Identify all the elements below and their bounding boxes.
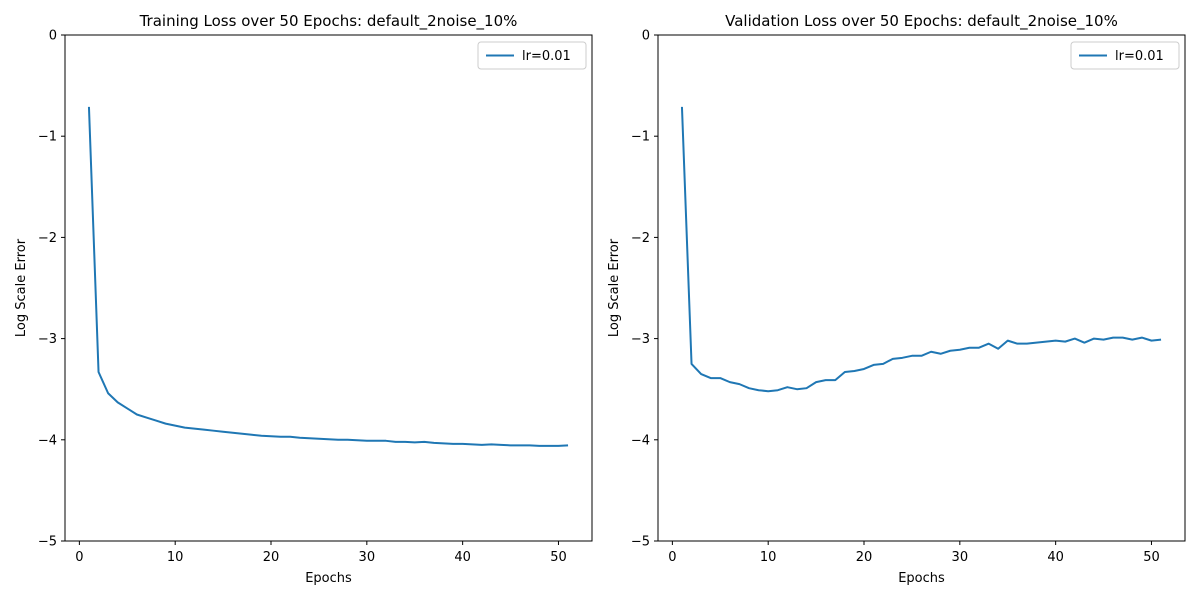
y-tick-label: −2 [38, 231, 57, 246]
chart-panel-2: 0 10 20 30 40 50 0 −1 −2 −3 −4 −5 Validation Loss ov… [607, 12, 1186, 586]
legend: lr=0.01 [1070, 41, 1180, 70]
chart-title: Validation Loss over 50 Epochs: default_… [725, 12, 1118, 31]
chart-panel-1: 0 10 20 30 40 50 0 −1 −2 −3 −4 −5 Training Loss over… [14, 12, 593, 586]
y-tick-label: −1 [631, 130, 650, 145]
y-tick-label: −4 [631, 433, 650, 448]
x-tick-label: 10 [760, 550, 777, 565]
legend-box [1070, 41, 1180, 70]
x-tick-label: 50 [1143, 550, 1160, 565]
x-tick-label: 30 [359, 550, 376, 565]
x-tick-label: 10 [167, 550, 184, 565]
y-tick-label: −1 [38, 130, 57, 145]
y-tick-label: −3 [631, 332, 650, 347]
y-axis-label: Log Scale Error [607, 238, 622, 337]
series-line-1 [87, 106, 569, 447]
x-tick-label: 0 [75, 550, 83, 565]
legend-label: lr=0.01 [1115, 49, 1164, 64]
y-tick-label: −3 [38, 332, 57, 347]
chart-title: Training Loss over 50 Epochs: default_2n… [139, 12, 518, 31]
y-tick-label: −5 [631, 535, 650, 550]
x-tick-label: 0 [668, 550, 676, 565]
y-axis-label: Log Scale Error [14, 238, 29, 337]
series-line-1 [680, 106, 1162, 393]
legend: lr=0.01 [477, 41, 587, 70]
y-tick-label: 0 [642, 29, 650, 44]
y-tick-label: 0 [49, 29, 57, 44]
x-tick-label: 20 [263, 550, 280, 565]
x-tick-label: 40 [454, 550, 471, 565]
y-tick-label: −5 [38, 535, 57, 550]
x-tick-label: 50 [550, 550, 567, 565]
plot-frame [64, 34, 593, 542]
x-tick-label: 40 [1047, 550, 1064, 565]
x-axis-label: Epochs [898, 571, 945, 586]
legend-box [477, 41, 587, 70]
y-tick-label: −2 [631, 231, 650, 246]
legend-label: lr=0.01 [522, 49, 571, 64]
x-tick-label: 30 [952, 550, 969, 565]
x-tick-label: 20 [856, 550, 873, 565]
plot-frame [657, 34, 1186, 542]
x-axis-label: Epochs [305, 571, 352, 586]
y-tick-label: −4 [38, 433, 57, 448]
